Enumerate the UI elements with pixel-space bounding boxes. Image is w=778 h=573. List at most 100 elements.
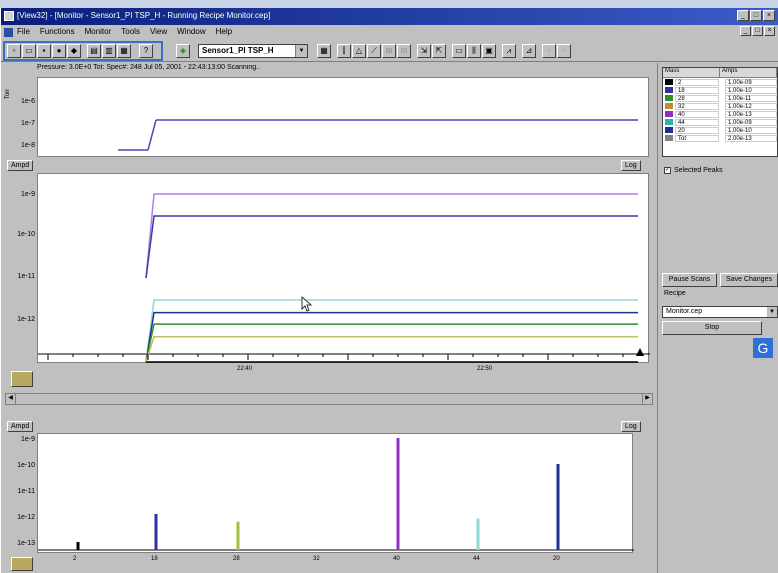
channel-mass-field[interactable]: 40 bbox=[675, 110, 719, 118]
channel-row[interactable]: 44 1.00e-09 bbox=[663, 118, 777, 126]
sensor-select[interactable]: Sensor1_PI TSP_H ▼ bbox=[198, 44, 308, 58]
channel-mass-field[interactable]: 20 bbox=[675, 126, 719, 134]
pressure-y-tick-1: 1e-6 bbox=[20, 98, 35, 105]
cursor-icon[interactable]: ⟋ bbox=[367, 44, 381, 58]
channel-row[interactable]: 20 1.00e-10 bbox=[663, 126, 777, 134]
maximize-button[interactable]: □ bbox=[750, 10, 762, 21]
close-button[interactable]: × bbox=[763, 10, 775, 21]
channel-amps-field: 2.00e-13 bbox=[725, 134, 777, 142]
print-preview-icon[interactable]: ▥ bbox=[102, 44, 116, 58]
channel-amps-field: 1.00e-10 bbox=[725, 86, 777, 94]
minimize-button[interactable]: _ bbox=[737, 10, 749, 21]
toolbar-group-highlight bbox=[3, 41, 163, 61]
menu-help[interactable]: Help bbox=[215, 27, 233, 36]
menu-functions[interactable]: Functions bbox=[39, 27, 75, 36]
channel-amps-field: 1.00e-10 bbox=[725, 126, 777, 134]
help-button[interactable]: ? bbox=[139, 44, 153, 58]
channel-mass-field[interactable]: 18 bbox=[675, 86, 719, 94]
mass-icon[interactable]: △ bbox=[352, 44, 366, 58]
menu-view[interactable]: View bbox=[149, 27, 168, 36]
channel-mass-field[interactable]: 44 bbox=[675, 118, 719, 126]
monitor-pane: Pressure: 3.0E+0 Tot: Spec#: 248 Jul 05,… bbox=[1, 63, 657, 573]
pause-scans-button[interactable]: Pause Scans bbox=[662, 273, 717, 287]
copy-icon[interactable]: ▦ bbox=[117, 44, 131, 58]
mdi-minimize-button[interactable]: _ bbox=[740, 26, 751, 36]
bar-x-tick: 44 bbox=[473, 556, 480, 562]
trend-series-line bbox=[145, 215, 638, 279]
main-log-button[interactable]: Log bbox=[621, 160, 641, 171]
mdi-close-button[interactable]: × bbox=[764, 26, 775, 36]
channel-row[interactable]: 28 1.00e-11 bbox=[663, 94, 777, 102]
chart-icon[interactable]: ⊿ bbox=[522, 44, 536, 58]
channel-color-swatch bbox=[665, 127, 673, 133]
save-changes-button[interactable]: Save Changes bbox=[720, 273, 778, 287]
channel-row[interactable]: 18 1.00e-10 bbox=[663, 86, 777, 94]
mdi-controls: _ □ × bbox=[740, 26, 775, 36]
channel-row[interactable]: Tot 2.00e-13 bbox=[663, 134, 777, 142]
trend-y-tick-2: 1e-10 bbox=[17, 231, 35, 238]
print-icon[interactable]: ▤ bbox=[87, 44, 101, 58]
channel-color-swatch bbox=[665, 111, 673, 117]
selected-peaks-checkbox[interactable]: ✓ Selected Peaks bbox=[664, 167, 723, 174]
window-controls: _ □ × bbox=[737, 10, 775, 21]
scroll-right-icon[interactable]: ▶ bbox=[642, 394, 652, 404]
menu-window[interactable]: Window bbox=[177, 27, 206, 36]
channel-mass-field[interactable]: 32 bbox=[675, 102, 719, 110]
trend-horizontal-scrollbar[interactable]: ◀ ▶ bbox=[5, 393, 653, 405]
channel-row[interactable]: 2 1.00e-09 bbox=[663, 78, 777, 86]
main-ampd-button[interactable]: Ampd bbox=[7, 160, 34, 171]
open-icon[interactable]: ▭ bbox=[22, 44, 36, 58]
disabled-tool-4-icon[interactable]: ▫ bbox=[557, 44, 571, 58]
bar-ampd-button[interactable]: Ampd bbox=[7, 421, 34, 432]
checkbox-checked-icon[interactable]: ✓ bbox=[664, 167, 671, 174]
scroll-left-icon[interactable]: ◀ bbox=[6, 394, 16, 404]
scroll-marker-icon bbox=[636, 348, 644, 356]
channel-row[interactable]: 32 1.00e-12 bbox=[663, 102, 777, 110]
bar-chart-icon[interactable]: ⫿ bbox=[337, 44, 351, 58]
trend-series-line bbox=[145, 323, 638, 363]
disabled-tool-3-icon[interactable]: ▫ bbox=[542, 44, 556, 58]
pressure-plot bbox=[37, 77, 649, 157]
zoom-out-icon[interactable]: ⇱ bbox=[432, 44, 446, 58]
menu-tools[interactable]: Tools bbox=[121, 27, 140, 36]
menu-file[interactable]: File bbox=[17, 27, 30, 36]
disabled-tool-2-icon[interactable]: ⊟ bbox=[397, 44, 411, 58]
sensor-icon[interactable]: ◈ bbox=[176, 44, 190, 58]
settings-icon[interactable]: ◆ bbox=[67, 44, 81, 58]
menu-monitor[interactable]: Monitor bbox=[84, 27, 112, 36]
chevron-down-icon: ▼ bbox=[295, 45, 307, 57]
trend-plot-svg bbox=[38, 193, 650, 363]
channel-mass-field[interactable]: 2 bbox=[675, 78, 719, 86]
bar-expand-button[interactable] bbox=[11, 557, 33, 571]
recipe-select[interactable]: Monitor.cep ▼ bbox=[662, 306, 778, 318]
stop-button[interactable]: Stop bbox=[662, 321, 762, 335]
callout-badge-g: G bbox=[753, 338, 773, 358]
bar-x-tick: 18 bbox=[151, 556, 158, 562]
channel-table-header: Mass Amps bbox=[663, 68, 777, 78]
trend-series-line bbox=[145, 335, 638, 363]
channel-mass-field[interactable]: Tot bbox=[675, 134, 719, 142]
table-icon[interactable]: ▦ bbox=[317, 44, 331, 58]
channel-panel: Mass Amps 2 1.00e-09 18 1.00e-10 28 1.00e-11 3… bbox=[657, 63, 778, 573]
trend-expand-button[interactable] bbox=[11, 371, 33, 387]
new-icon[interactable]: ▫ bbox=[7, 44, 21, 58]
trend-icon[interactable]: ⩘ bbox=[502, 44, 516, 58]
channel-row[interactable]: 40 1.00e-13 bbox=[663, 110, 777, 118]
bar-log-button[interactable]: Log bbox=[621, 421, 641, 432]
document-icon bbox=[4, 28, 13, 37]
zoom-in-icon[interactable]: ⇲ bbox=[417, 44, 431, 58]
mass-bar-plot-svg bbox=[38, 438, 634, 551]
grid-icon[interactable]: ▣ bbox=[482, 44, 496, 58]
window-icon[interactable]: ▭ bbox=[452, 44, 466, 58]
mass-bar bbox=[236, 521, 240, 550]
record-icon[interactable]: ● bbox=[52, 44, 66, 58]
bar-y-tick-5: 1e-13 bbox=[17, 540, 35, 547]
bar-x-tick: 2 bbox=[73, 556, 77, 562]
split-icon[interactable]: ⫼ bbox=[467, 44, 481, 58]
mdi-restore-button[interactable]: □ bbox=[752, 26, 763, 36]
save-icon[interactable]: ▪ bbox=[37, 44, 51, 58]
channel-mass-field[interactable]: 28 bbox=[675, 94, 719, 102]
disabled-tool-1-icon[interactable]: ⊞ bbox=[382, 44, 396, 58]
channel-amps-field: 1.00e-11 bbox=[725, 94, 777, 102]
channel-amps-field: 1.00e-09 bbox=[725, 78, 777, 86]
